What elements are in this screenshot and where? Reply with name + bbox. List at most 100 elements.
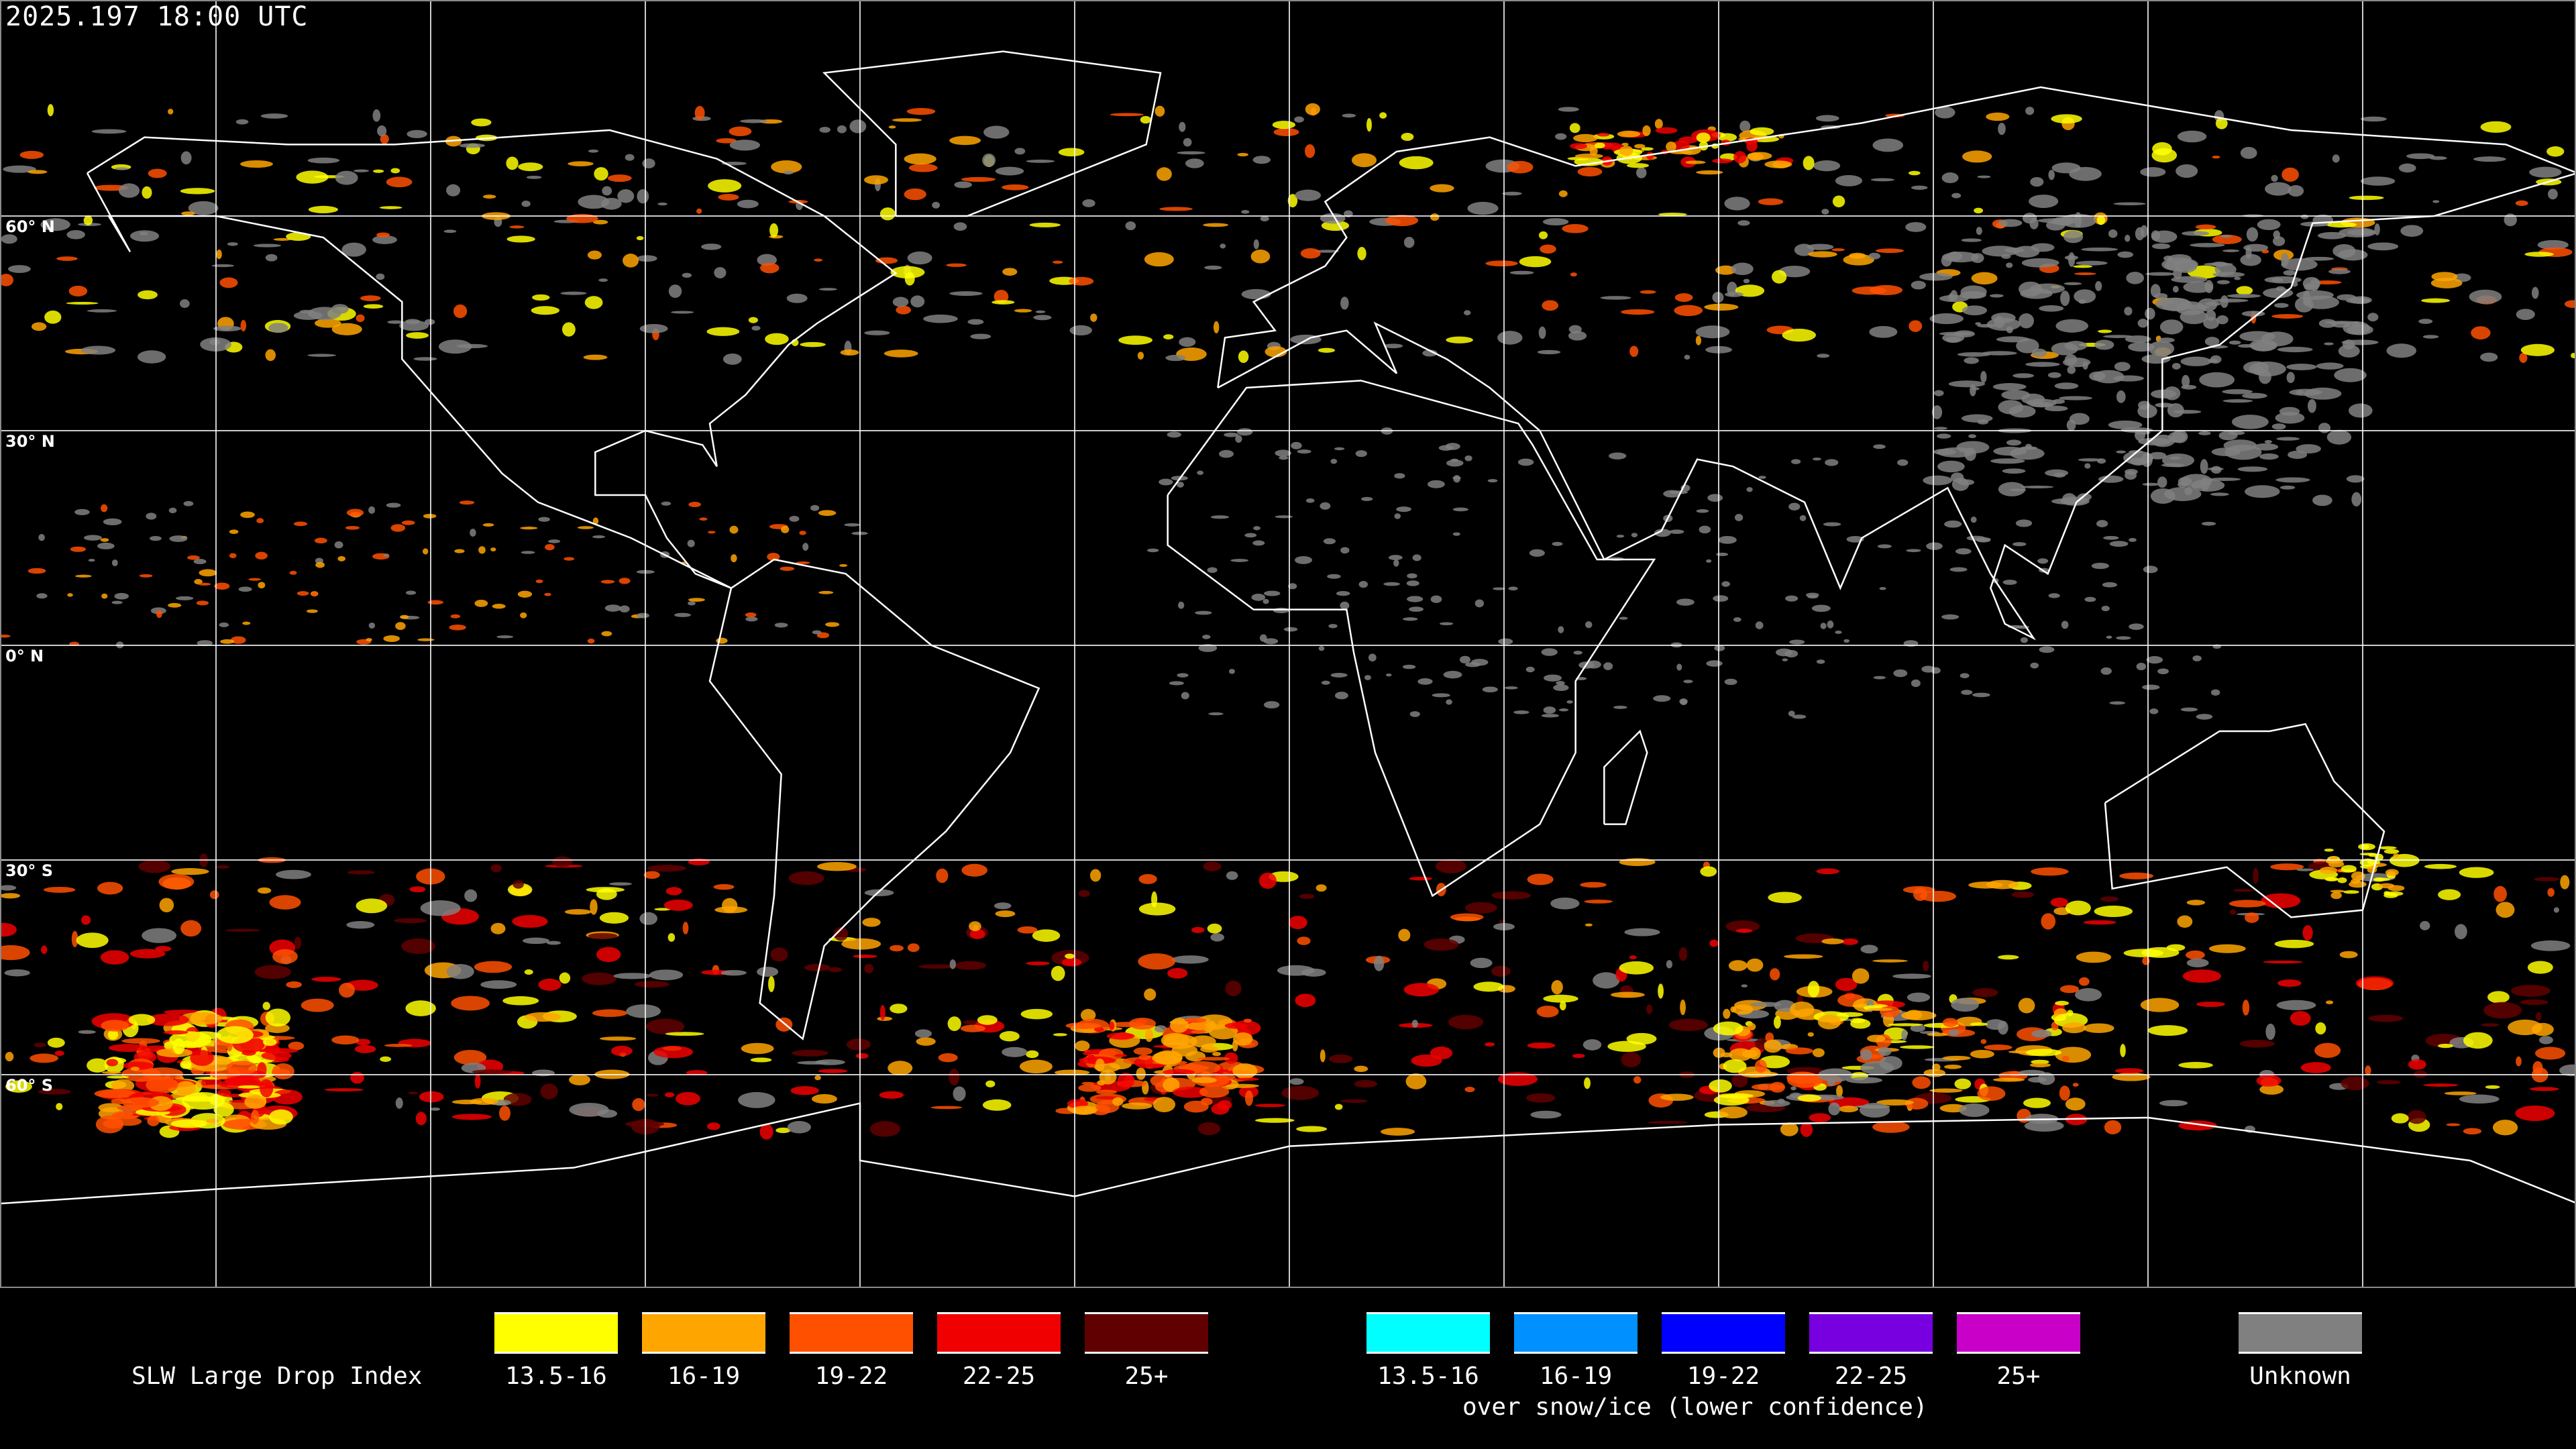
cloud-pixel bbox=[1860, 1061, 1894, 1075]
cloud-pixel bbox=[587, 250, 602, 260]
cloud-pixel bbox=[1328, 624, 1338, 629]
cloud-pixel bbox=[636, 612, 649, 619]
cloud-pixel bbox=[1144, 988, 1157, 1001]
cloud-pixel bbox=[1733, 151, 1747, 164]
cloud-pixel bbox=[1162, 1069, 1195, 1076]
cloud-pixel bbox=[1892, 973, 1931, 979]
cloud-pixel bbox=[995, 166, 1024, 176]
cloud-pixel bbox=[265, 1023, 290, 1033]
cloud-pixel bbox=[1775, 648, 1792, 657]
cloud-pixel bbox=[2238, 343, 2255, 348]
cloud-pixel bbox=[450, 614, 461, 619]
cloud-pixel bbox=[1430, 213, 1440, 221]
cloud-pixel bbox=[1960, 673, 1970, 679]
cloud-pixel bbox=[492, 604, 506, 609]
cloud-pixel bbox=[2318, 319, 2337, 328]
cloud-pixel bbox=[2431, 272, 2458, 282]
cloud-pixel bbox=[2119, 872, 2153, 879]
cloud-pixel bbox=[1821, 938, 1844, 945]
cloud-pixel bbox=[338, 982, 355, 998]
cloud-pixel bbox=[2059, 985, 2080, 994]
cloud-pixel bbox=[56, 1103, 63, 1110]
cloud-pixel bbox=[2504, 213, 2517, 227]
cloud-pixel bbox=[1939, 294, 1970, 303]
cloud-pixel bbox=[2041, 913, 2056, 930]
cloud-pixel bbox=[301, 998, 334, 1012]
cloud-pixel bbox=[1816, 659, 1825, 664]
cloud-pixel bbox=[1253, 239, 1259, 250]
cloud-pixel bbox=[1815, 115, 1839, 122]
cloud-pixel bbox=[2222, 399, 2253, 403]
cloud-pixel bbox=[1972, 387, 1980, 390]
cloud-pixel bbox=[214, 582, 230, 590]
cloud-pixel bbox=[1075, 1040, 1090, 1052]
cloud-pixel bbox=[2083, 1023, 2114, 1033]
cloud-pixel bbox=[199, 569, 217, 577]
cloud-pixel bbox=[1939, 331, 1973, 336]
cloud-pixel bbox=[1109, 1022, 1145, 1028]
cloud-pixel bbox=[1361, 496, 1373, 501]
cloud-pixel bbox=[2002, 468, 2026, 474]
cloud-pixel bbox=[2076, 260, 2108, 266]
cloud-pixel bbox=[395, 622, 406, 631]
cloud-pixel bbox=[1320, 1049, 1326, 1063]
cloud-pixel bbox=[1207, 567, 1218, 574]
cloud-pixel bbox=[2312, 494, 2332, 506]
cloud-pixel bbox=[1872, 959, 1908, 963]
coastline-south-america bbox=[708, 558, 1040, 1040]
cloud-pixel bbox=[0, 634, 11, 638]
cloud-pixel bbox=[1295, 994, 1316, 1008]
cloud-pixel bbox=[142, 186, 152, 199]
cloud-pixel bbox=[1177, 673, 1189, 678]
cloud-pixel bbox=[1095, 1096, 1118, 1099]
cloud-pixel bbox=[2021, 393, 2045, 405]
cloud-pixel bbox=[796, 561, 810, 564]
cloud-pixel bbox=[1553, 684, 1569, 692]
cloud-pixel bbox=[1764, 1039, 1782, 1053]
cloud-pixel bbox=[387, 320, 405, 324]
cloud-pixel bbox=[1383, 582, 1400, 586]
cloud-pixel bbox=[1152, 1097, 1176, 1112]
cloud-pixel bbox=[405, 590, 417, 595]
cloud-pixel bbox=[30, 1053, 58, 1063]
cloud-pixel bbox=[1860, 945, 1878, 954]
cloud-pixel bbox=[1327, 574, 1341, 579]
cloud-pixel bbox=[1797, 1094, 1821, 1102]
cloud-pixel bbox=[2030, 402, 2054, 408]
cloud-pixel bbox=[1568, 331, 1587, 341]
cloud-pixel bbox=[1465, 662, 1481, 667]
cloud-pixel bbox=[1054, 1069, 1090, 1076]
cloud-pixel bbox=[1197, 1122, 1221, 1136]
cloud-pixel bbox=[1676, 598, 1695, 606]
cloud-pixel bbox=[1467, 201, 1499, 215]
cloud-pixel bbox=[668, 284, 682, 299]
cloud-pixel bbox=[1002, 184, 1029, 191]
cloud-pixel bbox=[864, 330, 890, 335]
cloud-pixel bbox=[639, 912, 657, 925]
cloud-pixel bbox=[818, 288, 837, 291]
cloud-pixel bbox=[1941, 172, 1959, 184]
cloud-pixel bbox=[586, 887, 625, 893]
cloud-pixel bbox=[2143, 566, 2158, 574]
cloud-pixel bbox=[2102, 582, 2118, 588]
cloud-pixel bbox=[1029, 222, 1061, 227]
cloud-pixel bbox=[2029, 195, 2059, 209]
cloud-pixel bbox=[1409, 711, 1420, 717]
cloud-pixel bbox=[923, 314, 958, 323]
cloud-pixel bbox=[540, 1083, 558, 1099]
cloud-pixel bbox=[1529, 549, 1545, 557]
cloud-pixel bbox=[1956, 441, 1990, 454]
cloud-pixel bbox=[1558, 626, 1564, 633]
cloud-pixel bbox=[1263, 590, 1281, 596]
cloud-pixel bbox=[470, 1097, 498, 1105]
cloud-pixel bbox=[1033, 315, 1052, 321]
cloud-pixel bbox=[470, 529, 476, 537]
cloud-pixel bbox=[2103, 535, 2119, 540]
cloud-pixel bbox=[983, 125, 1010, 139]
cloud-pixel bbox=[372, 109, 381, 122]
cloud-pixel bbox=[1552, 541, 1563, 546]
cloud-pixel bbox=[2186, 958, 2209, 967]
cloud-pixel bbox=[1109, 1021, 1115, 1030]
cloud-pixel bbox=[745, 612, 757, 618]
cloud-pixel bbox=[1197, 1057, 1230, 1061]
